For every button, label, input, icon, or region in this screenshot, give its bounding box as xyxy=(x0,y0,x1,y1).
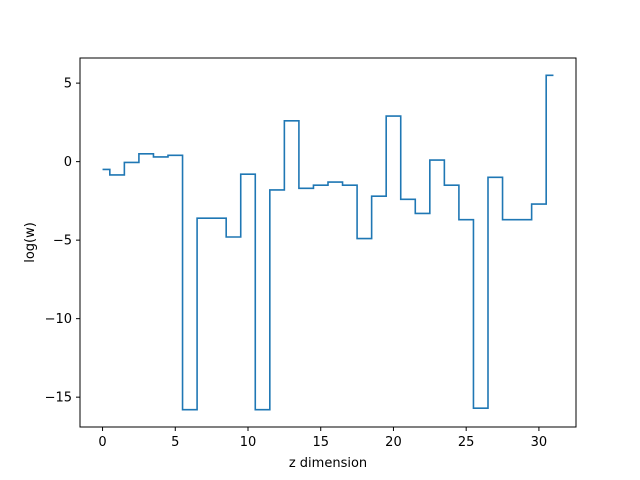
y-axis: −15 −10 −5 0 5 xyxy=(45,77,80,406)
x-tick-label: 15 xyxy=(312,435,329,450)
x-tick-label: 10 xyxy=(240,435,257,450)
plot-area xyxy=(80,58,576,427)
x-tick-label: 25 xyxy=(458,435,475,450)
y-tick-label: 5 xyxy=(64,77,72,92)
x-axis-label: z dimension xyxy=(289,456,367,471)
x-tick-label: 20 xyxy=(385,435,402,450)
series-line xyxy=(102,74,554,411)
x-tick-label: 5 xyxy=(171,435,179,450)
x-axis: 0 5 10 15 20 25 30 xyxy=(98,427,547,450)
y-tick-label: −15 xyxy=(45,391,72,406)
y-axis-label: log(w) xyxy=(23,222,38,263)
y-tick-label: −10 xyxy=(45,312,72,327)
y-tick-label: −5 xyxy=(53,234,72,249)
x-tick-label: 30 xyxy=(531,435,548,450)
x-tick-label: 0 xyxy=(98,435,106,450)
y-tick-label: 0 xyxy=(64,155,72,170)
plot-lines xyxy=(102,74,554,411)
plot-frame xyxy=(79,57,577,428)
